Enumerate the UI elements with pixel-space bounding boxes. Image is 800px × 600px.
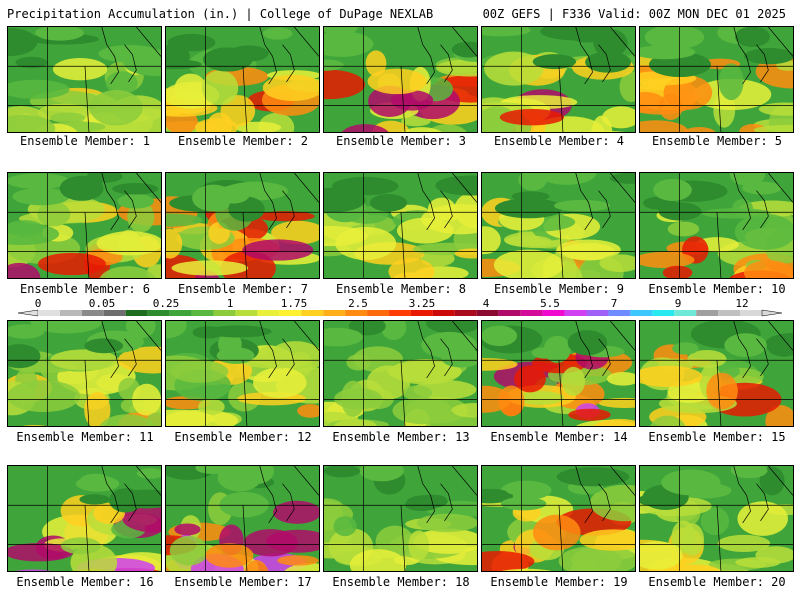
ensemble-member-10-map — [639, 172, 794, 279]
colorbar-tick-label: 0.25 — [153, 298, 180, 310]
ensemble-member-1-map — [7, 26, 162, 133]
colorbar-swatch — [410, 310, 433, 316]
colorbar-tick-label: 0 — [35, 298, 42, 310]
ensemble-member-label: Ensemble Member: 10 — [648, 282, 786, 296]
colorbar-swatch — [213, 310, 236, 316]
colorbar-swatch — [191, 310, 214, 316]
colorbar-swatch — [367, 310, 390, 316]
colorbar-swatch — [696, 310, 719, 316]
colorbar-swatch — [542, 310, 565, 316]
colorbar-swatch — [38, 310, 60, 316]
colorbar-swatch — [235, 310, 258, 316]
colorbar-swatch — [740, 310, 762, 316]
colorbar-swatch — [345, 310, 368, 316]
ensemble-member-5-map — [639, 26, 794, 133]
colorbar-swatch — [630, 310, 653, 316]
colorbar-tick-label: 1 — [227, 298, 234, 310]
colorbar-swatch — [169, 310, 192, 316]
colorbar-swatch — [81, 310, 104, 316]
ensemble-member-label: Ensemble Member: 14 — [490, 430, 628, 444]
colorbar-swatch — [498, 310, 521, 316]
run-valid-time: 00Z GEFS | F336 Valid: 00Z MON DEC 01 20… — [482, 7, 786, 21]
colorbar-tick-label: 7 — [611, 298, 618, 310]
ensemble-member-label: Ensemble Member: 19 — [490, 575, 628, 589]
ensemble-member-label: Ensemble Member: 9 — [493, 282, 625, 296]
ensemble-member-label: Ensemble Member: 6 — [19, 282, 151, 296]
colorbar-swatch — [432, 310, 455, 316]
ensemble-member-label: Ensemble Member: 3 — [335, 134, 467, 148]
ensemble-member-17-map — [165, 465, 320, 572]
ensemble-member-12-map — [165, 320, 320, 427]
ensemble-member-7-map — [165, 172, 320, 279]
chart-title: Precipitation Accumulation (in.) | Colle… — [7, 7, 434, 21]
colorbar-right-arrow — [761, 309, 782, 317]
precip-colorbar: 0 0.05 0.25 1 1.75 2.5 3.25 4 5.5 7 9 12 — [18, 298, 782, 317]
ensemble-member-4-map — [481, 26, 636, 133]
colorbar-tick-label: 4 — [483, 298, 490, 310]
colorbar-left-arrow — [18, 309, 39, 317]
colorbar-tick-label: 0.05 — [89, 298, 116, 310]
ensemble-member-15-map — [639, 320, 794, 427]
colorbar-swatch — [674, 310, 697, 316]
colorbar-swatch — [454, 310, 477, 316]
ensemble-member-3-map — [323, 26, 478, 133]
colorbar-swatch — [608, 310, 631, 316]
ensemble-member-label: Ensemble Member: 1 — [19, 134, 151, 148]
colorbar-swatch — [389, 310, 411, 316]
ensemble-member-8-map — [323, 172, 478, 279]
colorbar-swatch — [718, 310, 741, 316]
ensemble-member-20-map — [639, 465, 794, 572]
colorbar-swatch — [125, 310, 148, 316]
colorbar-swatch — [323, 310, 346, 316]
ensemble-member-label: Ensemble Member: 5 — [651, 134, 783, 148]
colorbar-tick-label: 5.5 — [540, 298, 560, 310]
ensemble-member-label: Ensemble Member: 7 — [177, 282, 309, 296]
colorbar-swatch — [103, 310, 126, 316]
ensemble-member-14-map — [481, 320, 636, 427]
ensemble-member-label: Ensemble Member: 18 — [332, 575, 470, 589]
colorbar-swatch — [147, 310, 170, 316]
ensemble-member-label: Ensemble Member: 8 — [335, 282, 467, 296]
colorbar-tick-label: 2.5 — [348, 298, 368, 310]
colorbar-swatch — [520, 310, 543, 316]
colorbar-swatch — [59, 310, 82, 316]
ensemble-member-label: Ensemble Member: 15 — [648, 430, 786, 444]
colorbar-swatch — [257, 310, 280, 316]
colorbar-tick-label: 3.25 — [409, 298, 436, 310]
colorbar-swatch — [652, 310, 675, 316]
ensemble-member-label: Ensemble Member: 2 — [177, 134, 309, 148]
ensemble-member-label: Ensemble Member: 12 — [174, 430, 312, 444]
colorbar-tick-label: 1.75 — [281, 298, 308, 310]
ensemble-member-19-map — [481, 465, 636, 572]
ensemble-member-2-map — [165, 26, 320, 133]
colorbar-swatch — [564, 310, 587, 316]
colorbar-swatch — [476, 310, 499, 316]
ensemble-member-label: Ensemble Member: 4 — [493, 134, 625, 148]
ensemble-member-9-map — [481, 172, 636, 279]
ensemble-member-16-map — [7, 465, 162, 572]
colorbar-swatch — [279, 310, 302, 316]
ensemble-member-6-map — [7, 172, 162, 279]
ensemble-member-label: Ensemble Member: 17 — [174, 575, 312, 589]
colorbar-swatch — [301, 310, 324, 316]
colorbar-swatch — [586, 310, 609, 316]
ensemble-member-label: Ensemble Member: 13 — [332, 430, 470, 444]
ensemble-member-13-map — [323, 320, 478, 427]
ensemble-member-label: Ensemble Member: 16 — [16, 575, 154, 589]
colorbar-tick-label: 9 — [675, 298, 682, 310]
colorbar-tick-label: 12 — [735, 298, 748, 310]
ensemble-member-label: Ensemble Member: 20 — [648, 575, 786, 589]
ensemble-member-label: Ensemble Member: 11 — [16, 430, 154, 444]
ensemble-member-18-map — [323, 465, 478, 572]
ensemble-member-11-map — [7, 320, 162, 427]
